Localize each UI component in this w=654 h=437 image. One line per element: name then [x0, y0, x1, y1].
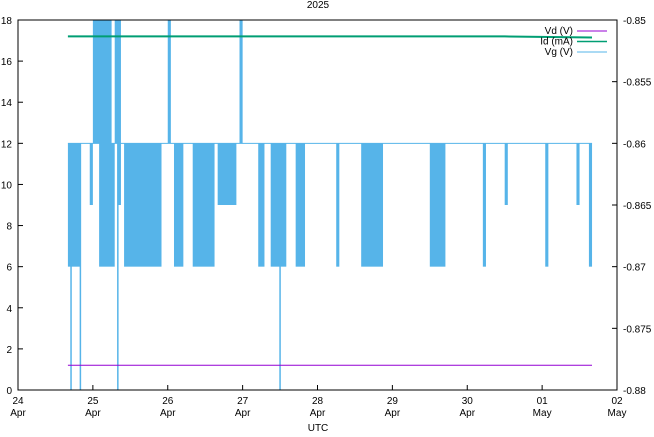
legend-label: Vg (V): [545, 47, 573, 58]
vg-dip: [173, 143, 184, 267]
x-tick-day: 26: [162, 396, 174, 407]
x-tick-day: 27: [237, 396, 249, 407]
vg-dip: [482, 143, 486, 267]
vg-dip: [258, 143, 265, 267]
legend-label: Vd (V): [545, 26, 573, 37]
legend-label: Id (mA): [540, 37, 573, 48]
x-tick-month: Apr: [385, 408, 401, 419]
y-left-tick-label: 2: [6, 345, 12, 356]
y-left-tick-label: 18: [1, 16, 13, 27]
vg-dip: [270, 143, 287, 267]
x-tick-month: Apr: [310, 408, 326, 419]
x-tick-month: Apr: [235, 408, 251, 419]
y-left-tick-label: 0: [6, 386, 12, 397]
vg-dip: [576, 143, 580, 205]
y-right-tick-label: -0.88: [623, 386, 646, 397]
x-tick-day: 24: [12, 396, 24, 407]
left-y-axis: 0 2 4 6 8 10 12 14 16 18: [1, 16, 23, 397]
chart-title: 2025: [307, 0, 330, 11]
vg-dip: [336, 143, 340, 267]
y-right-tick-label: -0.855: [623, 78, 652, 89]
x-axis: 24Apr25Apr26Apr27Apr28Apr29Apr30Apr01May…: [10, 385, 626, 419]
y-right-tick-label: -0.865: [623, 201, 652, 212]
vg-dip: [192, 143, 215, 267]
y-left-tick-label: 8: [6, 222, 12, 233]
vg-dip: [89, 143, 93, 205]
x-tick-day: 25: [87, 396, 99, 407]
x-tick-day: 02: [611, 396, 623, 407]
vg-dip: [504, 143, 508, 205]
x-tick-month: Apr: [459, 408, 475, 419]
legend: Vd (V)Id (mA)Vg (V): [540, 26, 607, 58]
vg-spike-up: [92, 20, 112, 144]
x-tick-month: May: [608, 408, 627, 419]
x-tick-month: Apr: [10, 408, 26, 419]
y-right-tick-label: -0.86: [623, 139, 646, 150]
vg-dip: [295, 143, 306, 267]
x-tick-month: Apr: [85, 408, 101, 419]
vg-dip: [545, 143, 549, 267]
x-tick-day: 30: [462, 396, 474, 407]
y-left-tick-label: 6: [6, 263, 12, 274]
y-left-tick-label: 10: [1, 180, 13, 191]
id-line: [67, 35, 593, 39]
vg-spike-up: [167, 20, 171, 144]
vg-spike-up: [239, 20, 243, 144]
y-right-tick-label: -0.85: [623, 16, 646, 27]
y-left-tick-label: 12: [1, 139, 13, 150]
vg-dip: [99, 143, 115, 267]
series-id: [67, 35, 593, 39]
vg-dip: [429, 143, 446, 267]
vg-dip: [124, 143, 162, 267]
y-right-tick-label: -0.87: [623, 263, 646, 274]
x-tick-day: 01: [537, 396, 549, 407]
y-left-tick-label: 14: [1, 98, 13, 109]
x-tick-day: 28: [312, 396, 324, 407]
y-left-tick-label: 16: [1, 57, 13, 68]
vg-dip: [117, 143, 121, 205]
y-right-tick-label: -0.875: [623, 324, 652, 335]
series-vg: [67, 20, 593, 390]
x-axis-label: UTC: [308, 423, 329, 432]
vg-dip: [588, 143, 593, 267]
vg-dip: [67, 143, 81, 267]
right-y-axis: -0.88 -0.875 -0.87 -0.865 -0.86 -0.855 -0.85: [612, 16, 652, 397]
vg-spike-up: [114, 20, 121, 144]
x-tick-day: 29: [387, 396, 399, 407]
vg-dip: [361, 143, 384, 267]
y-left-tick-label: 4: [6, 304, 12, 315]
x-tick-month: Apr: [160, 408, 176, 419]
vg-dip: [217, 143, 237, 205]
x-tick-month: May: [533, 408, 552, 419]
